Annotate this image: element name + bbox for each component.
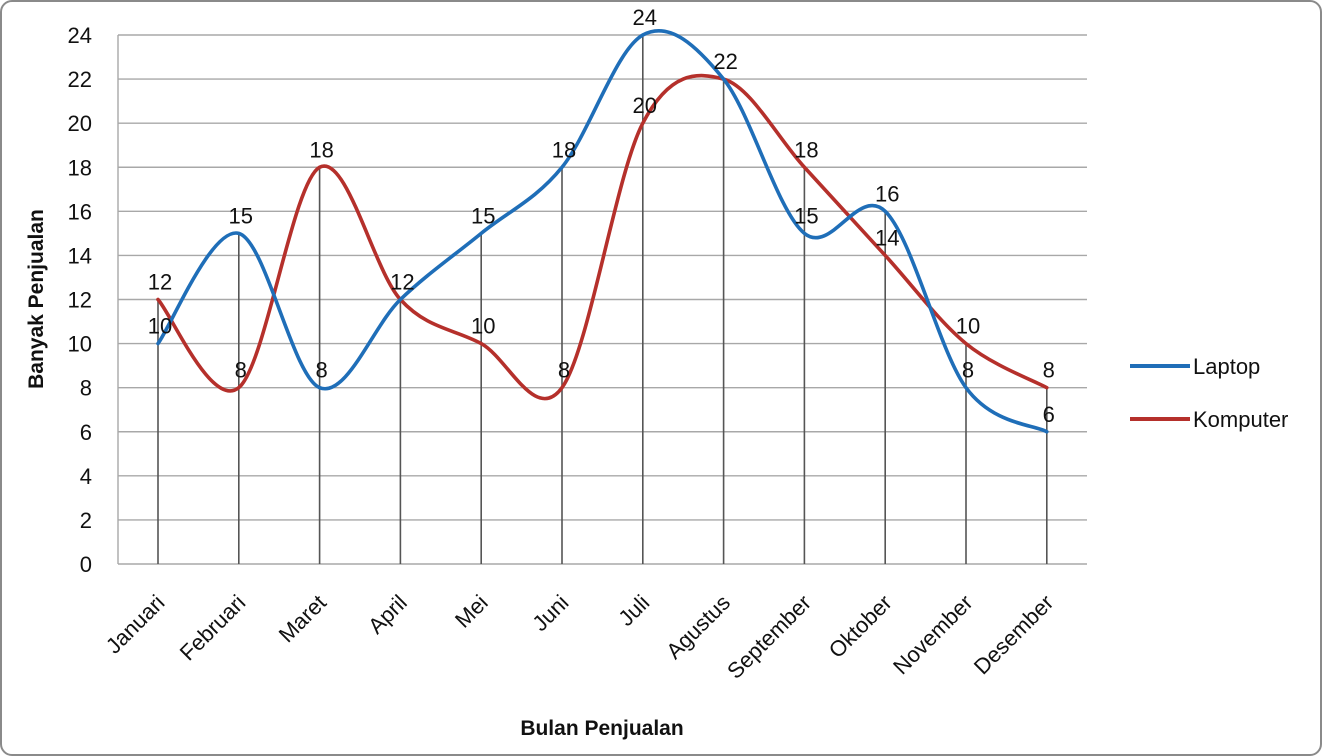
gridlines — [117, 34, 1087, 565]
x-tick-label: Agustus — [661, 590, 735, 664]
data-label: 10 — [148, 314, 172, 339]
data-label: 10 — [471, 314, 495, 339]
x-tick-label: Maret — [274, 590, 331, 647]
y-tick-label: 14 — [68, 243, 92, 268]
x-tick-label: Mei — [450, 590, 493, 633]
data-label: 15 — [229, 203, 253, 228]
x-tick-label: September — [722, 590, 816, 684]
series-lines — [156, 28, 1049, 434]
legend-label: Laptop — [1193, 354, 1260, 379]
x-tick-label: Oktober — [824, 590, 897, 663]
data-label: 18 — [794, 137, 818, 162]
data-label: 24 — [633, 5, 657, 30]
x-tick-label: Februari — [175, 590, 251, 666]
data-label: 16 — [875, 181, 899, 206]
data-label: 15 — [471, 203, 495, 228]
y-tick-label: 8 — [80, 376, 92, 401]
x-tick-label: Januari — [101, 590, 170, 659]
data-label: 12 — [148, 270, 172, 295]
series-line-laptop — [156, 28, 1049, 434]
data-label: 8 — [1043, 358, 1055, 383]
x-axis-ticks: Januari Februari Maret April Mei Juni Juli Agus… — [101, 590, 1058, 684]
data-labels: 12 10 15 8 18 8 12 15 10 18 8 24 20 22 18 15 16 14 10 8 8 6 — [148, 5, 1055, 427]
data-label: 6 — [1043, 402, 1055, 427]
legend-label: Komputer — [1193, 407, 1288, 432]
x-axis-title: Bulan Penjualan — [520, 717, 683, 740]
y-tick-label: 2 — [80, 508, 92, 533]
series-line-komputer — [156, 73, 1049, 401]
y-tick-label: 22 — [68, 67, 92, 92]
data-label: 14 — [875, 225, 899, 250]
x-tick-label: November — [888, 590, 977, 679]
data-label: 8 — [558, 358, 570, 383]
x-tick-label: Juli — [613, 590, 654, 631]
data-label: 15 — [794, 203, 818, 228]
data-label: 8 — [962, 358, 974, 383]
data-label: 12 — [390, 270, 414, 295]
y-tick-label: 4 — [80, 464, 92, 489]
x-tick-label: Juni — [527, 590, 573, 636]
x-tick-label: Desember — [969, 590, 1058, 679]
y-tick-label: 20 — [68, 111, 92, 136]
y-tick-label: 12 — [68, 288, 92, 313]
data-label: 18 — [309, 137, 333, 162]
data-label: 18 — [552, 137, 576, 162]
legend: Laptop Komputer — [1130, 354, 1288, 432]
y-tick-label: 16 — [68, 199, 92, 224]
data-label: 20 — [633, 93, 657, 118]
data-label: 22 — [713, 49, 737, 74]
y-axis-title: Banyak Penjualan — [25, 209, 48, 389]
x-tick-label: April — [363, 590, 412, 639]
y-tick-label: 0 — [80, 552, 92, 577]
y-tick-label: 10 — [68, 332, 92, 357]
y-tick-label: 24 — [68, 23, 92, 48]
y-tick-label: 6 — [80, 420, 92, 445]
data-label: 8 — [315, 358, 327, 383]
data-label: 8 — [235, 358, 247, 383]
data-label: 10 — [956, 314, 980, 339]
y-tick-label: 18 — [68, 155, 92, 180]
